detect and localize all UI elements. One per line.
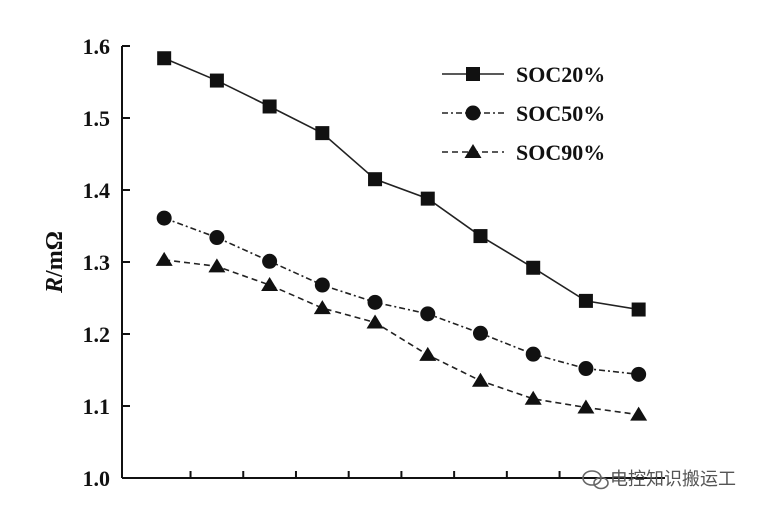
- legend-label: SOC90%: [516, 140, 605, 165]
- data-point: [157, 51, 172, 66]
- data-point: [208, 258, 226, 273]
- legend-marker: [464, 144, 482, 158]
- data-point: [472, 325, 488, 341]
- y-tick-label: 1.1: [83, 394, 111, 419]
- data-point: [314, 277, 330, 293]
- y-tick-label: 1.5: [83, 106, 111, 131]
- series-line: [163, 217, 639, 376]
- watermark-text: 电控知识搬运工: [610, 469, 736, 490]
- data-point: [209, 73, 224, 88]
- legend: SOC20% SOC50% SOC90%: [442, 62, 605, 165]
- y-tick-label: 1.6: [83, 34, 111, 59]
- legend-marker: [466, 67, 480, 81]
- data-point: [630, 406, 648, 421]
- series-soc90: [155, 251, 648, 421]
- data-point: [578, 293, 593, 308]
- data-point: [209, 230, 225, 246]
- series-line: [163, 57, 639, 311]
- series-line: [164, 259, 639, 416]
- data-point: [367, 294, 383, 310]
- data-point: [473, 229, 488, 244]
- watermark: 电控知识搬运工: [582, 469, 736, 490]
- data-point: [577, 399, 595, 414]
- x-ticks: [189, 471, 561, 478]
- data-point: [419, 346, 437, 361]
- legend-entry: SOC90%: [442, 140, 605, 165]
- data-point: [368, 172, 383, 187]
- data-point: [262, 253, 278, 269]
- y-axis-title-unit: /mΩ: [42, 231, 68, 278]
- data-point: [156, 210, 172, 226]
- legend-entry: SOC20%: [442, 62, 605, 87]
- data-point: [526, 260, 541, 275]
- wechat-icon: [582, 470, 609, 490]
- series-soc20: [157, 51, 646, 317]
- series-soc50: [156, 210, 647, 382]
- legend-marker: [465, 105, 481, 121]
- y-tick-label: 1.3: [83, 250, 111, 275]
- data-point: [261, 277, 279, 292]
- y-ticks: 1.0 1.1 1.2 1.3 1.4 1.5 1.6: [83, 34, 130, 491]
- data-point: [420, 191, 435, 206]
- data-point: [262, 99, 277, 114]
- data-point: [420, 306, 436, 322]
- data-point: [525, 346, 541, 362]
- data-point: [524, 390, 542, 405]
- data-point: [155, 251, 173, 266]
- data-point: [578, 361, 594, 377]
- legend-label: SOC50%: [516, 101, 605, 126]
- data-point: [471, 372, 489, 387]
- y-axis-title: R/mΩ: [42, 231, 68, 294]
- y-axis-title-symbol: R: [42, 277, 68, 294]
- data-point: [631, 302, 646, 317]
- series-layer: [155, 51, 648, 421]
- legend-label: SOC20%: [516, 62, 605, 87]
- data-point: [366, 314, 384, 329]
- y-tick-label: 1.2: [83, 322, 111, 347]
- legend-entry: SOC50%: [442, 101, 605, 126]
- data-point: [631, 366, 647, 382]
- y-tick-label: 1.0: [83, 466, 111, 491]
- data-point: [315, 126, 330, 141]
- data-point: [313, 300, 331, 315]
- y-tick-label: 1.4: [83, 178, 111, 203]
